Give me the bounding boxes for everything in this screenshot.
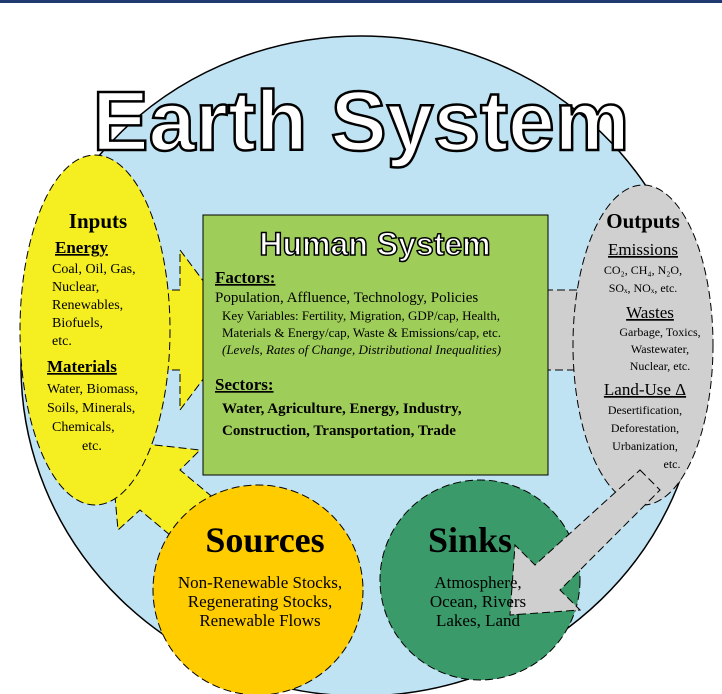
item: Nuclear, etc. — [630, 359, 690, 373]
item: Renewable Flows — [199, 611, 320, 630]
item: etc. — [664, 457, 681, 471]
sinks-circle — [379, 479, 581, 681]
inputs-ellipse — [19, 154, 171, 506]
sources-title: Sources — [205, 520, 324, 560]
heading: Wastes — [626, 303, 674, 322]
item: Atmosphere, — [434, 573, 521, 592]
item: SOₓ, NOₓ, etc. — [609, 281, 678, 295]
item: Urbanization, — [612, 439, 678, 453]
item: Garbage, Toxics, — [619, 325, 700, 339]
heading: Emissions — [608, 240, 678, 259]
key-variable: Key Variables: Fertility, Migration, GDP… — [222, 308, 500, 323]
item: Renewables, — [52, 298, 123, 313]
item: Water, Biomass, — [47, 382, 138, 397]
item: Deforestation, — [611, 421, 679, 435]
arrow-sinks — [509, 469, 661, 616]
item: etc. — [52, 334, 72, 349]
sources: Sources Non-Renewable Stocks, Regenerati… — [178, 520, 342, 630]
top-border — [0, 0, 722, 3]
sinks: Sinks Atmosphere, Ocean, Rivers Lakes, L… — [428, 520, 526, 630]
title: Earth System — [93, 74, 630, 168]
sector: Water, Agriculture, Energy, Industry, — [222, 401, 462, 417]
outputs-title: Outputs — [606, 209, 680, 233]
key-variable: (Levels, Rates of Change, Distributional… — [222, 342, 501, 357]
item: Soils, Minerals, — [47, 401, 135, 416]
item: Non-Renewable Stocks, — [178, 573, 342, 592]
heading: Materials — [47, 357, 117, 376]
item: Nuclear, — [52, 280, 99, 295]
item: Coal, Oil, Gas, — [52, 262, 136, 277]
outputs: Outputs Emissions CO₂, CH₄, N₂O, SOₓ, NO… — [604, 209, 701, 471]
human-box — [202, 214, 549, 476]
heading: Land-Use Δ — [604, 380, 686, 399]
item: CO₂, CH₄, N₂O, — [604, 263, 682, 277]
sector: Construction, Transportation, Trade — [222, 423, 456, 439]
human-title: Human System — [259, 226, 490, 262]
item: Lakes, Land — [436, 611, 521, 630]
factors: Population, Affluence, Technology, Polic… — [215, 290, 478, 306]
heading: Energy — [55, 238, 108, 257]
heading: Sectors: — [215, 375, 274, 394]
item: Chemicals, — [52, 420, 115, 435]
human: Human System Factors: Population, Afflue… — [215, 225, 501, 439]
item: Ocean, Rivers — [430, 592, 526, 611]
item: Biofuels, — [52, 316, 103, 331]
sinks-title: Sinks — [428, 520, 512, 560]
heading: Factors: — [215, 268, 275, 287]
key-variable: Materials & Energy/cap, Waste & Emission… — [222, 325, 501, 340]
item: Wastewater, — [631, 342, 689, 356]
item: Regenerating Stocks, — [188, 592, 332, 611]
inputs-title: Inputs — [69, 209, 127, 233]
item: Desertification, — [608, 403, 682, 417]
inputs: Inputs Energy Coal, Oil, Gas, Nuclear, R… — [47, 209, 138, 454]
sources-circle — [152, 484, 364, 694]
item: etc. — [82, 439, 102, 454]
